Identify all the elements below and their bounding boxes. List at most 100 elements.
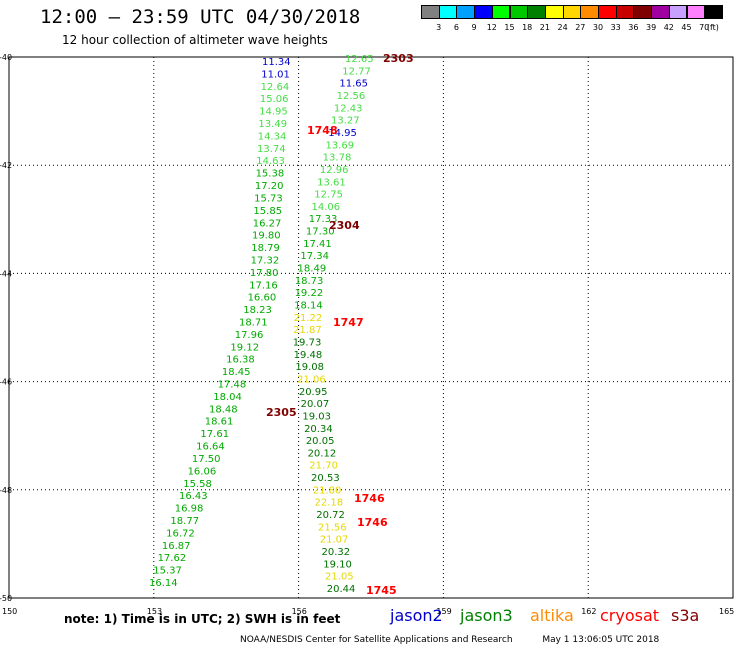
wave-height-value: 21.70 xyxy=(309,461,338,472)
wave-height-value: 11.34 xyxy=(262,57,291,68)
legend-level-label: 24 xyxy=(557,23,568,32)
wave-height-value: 17.62 xyxy=(158,553,187,564)
wave-height-value: 14.95 xyxy=(328,128,357,139)
legend-level-label: 3 xyxy=(436,23,442,32)
wave-height-value: 16.64 xyxy=(196,442,225,453)
wave-height-value: 18.04 xyxy=(213,392,242,403)
wave-height-value: 18.49 xyxy=(298,264,327,275)
longitude-tick-label: 150 xyxy=(2,607,17,616)
wave-height-value: 18.73 xyxy=(295,276,324,287)
wave-height-value: 19.80 xyxy=(252,231,281,242)
legend-level-label: 30 xyxy=(592,23,604,32)
wave-height-value: 19.73 xyxy=(293,337,322,348)
footer-credit: NOAA/NESDIS Center for Satellite Applica… xyxy=(240,635,659,645)
legend-level-label: 6 xyxy=(453,23,459,32)
satellite-legend-jason2: jason2 xyxy=(390,606,443,625)
latitude-tick-label: -42 xyxy=(0,161,12,170)
legend-unit: (ft) xyxy=(706,23,719,32)
wave-height-value: 20.72 xyxy=(316,510,345,521)
wave-height-value: 15.58 xyxy=(183,479,212,490)
wave-height-value: 18.23 xyxy=(243,305,272,316)
wave-height-value: 12.65 xyxy=(345,54,374,65)
pass-time-label: 1747 xyxy=(333,316,364,329)
legend-level-label: 70 xyxy=(699,23,710,32)
legend-level-label: 27 xyxy=(575,23,586,32)
wave-height-value: 13.27 xyxy=(331,116,360,127)
wave-height-value: 16.87 xyxy=(162,541,191,552)
wave-height-value: 17.34 xyxy=(300,251,329,262)
legend-level-label: 18 xyxy=(522,23,533,32)
wave-height-value: 20.07 xyxy=(301,399,330,410)
wave-height-value: 20.34 xyxy=(304,424,333,435)
satellite-legend-s3a: s3a xyxy=(671,606,700,625)
wave-height-value: 18.14 xyxy=(294,301,323,312)
wave-height-value: 17.96 xyxy=(235,330,264,341)
wave-height-value: 22.18 xyxy=(315,498,344,509)
wave-height-value: 19.10 xyxy=(323,559,352,570)
wave-height-value: 17.48 xyxy=(218,380,247,391)
wave-height-value: 13.49 xyxy=(258,119,287,130)
satellite-legend-cryosat: cryosat xyxy=(600,606,660,625)
wave-height-value: 15.85 xyxy=(253,206,282,217)
latitude-tick-label: -50 xyxy=(0,594,12,603)
wave-height-value: 21.80 xyxy=(313,485,342,496)
legend-swatch xyxy=(704,5,723,19)
wave-height-value: 21.07 xyxy=(320,535,349,546)
wave-height-value: 16.60 xyxy=(248,293,277,304)
wave-height-value: 17.41 xyxy=(303,239,332,250)
wave-height-value: 15.37 xyxy=(153,566,182,577)
wave-height-value: 19.08 xyxy=(295,362,324,373)
legend-level-label: 15 xyxy=(504,23,515,32)
legend-level-label: 45 xyxy=(681,23,692,32)
wave-height-value: 17.32 xyxy=(251,255,280,266)
wave-height-value: 18.71 xyxy=(239,318,268,329)
wave-height-value: 11.65 xyxy=(339,79,368,90)
wave-height-value: 21.22 xyxy=(294,313,323,324)
page-subtitle: 12 hour collection of altimeter wave hei… xyxy=(62,33,328,47)
wave-height-value: 20.53 xyxy=(311,473,340,484)
wave-height-value: 14.95 xyxy=(259,107,288,118)
wave-height-value: 18.48 xyxy=(209,404,238,415)
wave-height-value: 12.56 xyxy=(337,91,366,102)
wave-height-value: 13.74 xyxy=(257,144,286,155)
wave-height-value: 12.96 xyxy=(320,165,349,176)
legend-level-label: 36 xyxy=(628,23,639,32)
wave-height-value: 12.43 xyxy=(334,103,363,114)
wave-height-value: 20.12 xyxy=(308,448,337,459)
legend-level-label: 39 xyxy=(646,23,657,32)
wave-height-value: 14.34 xyxy=(258,131,287,142)
latitude-tick-label: -44 xyxy=(0,269,12,278)
wave-height-value: 19.48 xyxy=(294,350,323,361)
wave-height-value: 14.63 xyxy=(256,156,285,167)
wave-height-value: 21.87 xyxy=(293,325,322,336)
pass-time-label: 2304 xyxy=(329,219,360,232)
longitude-tick-label: 153 xyxy=(147,607,162,616)
longitude-tick-label: 162 xyxy=(581,607,596,616)
wave-height-value: 16.27 xyxy=(253,218,282,229)
wave-height-value: 13.78 xyxy=(323,153,352,164)
wave-height-value: 16.14 xyxy=(149,578,178,589)
wave-height-value: 21.56 xyxy=(318,522,347,533)
pass-time-label: 2303 xyxy=(383,52,414,65)
page-title: 12:00 – 23:59 UTC 04/30/2018 xyxy=(40,6,361,28)
wave-height-value: 20.95 xyxy=(299,387,328,398)
latitude-tick-label: -46 xyxy=(0,378,12,387)
wave-height-value: 19.22 xyxy=(295,288,324,299)
longitude-tick-label: 159 xyxy=(436,607,451,616)
wave-height-value: 15.38 xyxy=(256,169,285,180)
wave-height-value: 17.61 xyxy=(200,429,229,440)
pass-time-label: 1746 xyxy=(354,492,385,505)
pass-time-label: 1746 xyxy=(357,516,388,529)
wave-height-value: 18.79 xyxy=(251,243,280,254)
longitude-tick-label: 165 xyxy=(719,607,734,616)
wave-height-value: 16.72 xyxy=(166,528,195,539)
wave-height-value: 17.16 xyxy=(249,280,278,291)
satellite-legend-altika: altika xyxy=(530,606,574,625)
wave-height-value: 13.69 xyxy=(325,140,354,151)
wave-height-value: 13.61 xyxy=(317,177,346,188)
pass-time-label: 2305 xyxy=(266,406,297,419)
legend-level-label: 12 xyxy=(486,23,497,32)
wave-height-value: 20.32 xyxy=(322,547,351,558)
wave-height-value: 15.73 xyxy=(254,193,283,204)
